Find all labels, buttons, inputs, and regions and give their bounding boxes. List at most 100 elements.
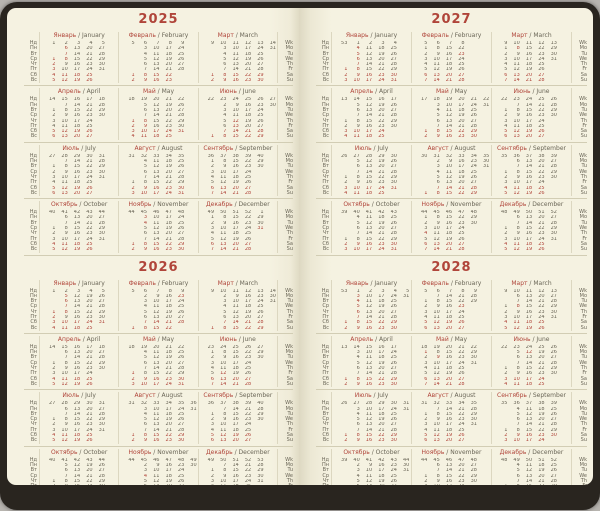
date-cell: 20	[458, 180, 465, 186]
month-name-ru: Февраль	[421, 279, 449, 287]
date-cell: 29	[177, 241, 185, 247]
date-cell: 21	[244, 320, 252, 326]
date-cell: 29	[470, 215, 477, 221]
date-cell: 16	[365, 241, 373, 247]
week-number-cell: 34	[470, 153, 477, 159]
date-cell: 27	[172, 484, 184, 485]
month-grid: 39 40 41 42 43 4 11 18 25 5 12 19 26 6 13 20 27 7 14 21 28 1 8…	[332, 210, 411, 252]
date-cell: 18	[165, 473, 172, 479]
week-number-cell: 32	[433, 401, 440, 407]
date-cell: 14	[73, 102, 81, 108]
week-number-cell: 7	[448, 288, 453, 294]
day-ru-label: Пт	[322, 122, 329, 129]
month-may: Май / May 18 19 20 21 22 5 12 19 26 6 13 20 27 7 14 21 28…	[118, 88, 197, 140]
week-number-cell: 30	[86, 401, 93, 407]
date-cell: 20	[538, 293, 545, 299]
date-cell: 18	[378, 473, 385, 479]
date-cell: 21	[86, 102, 93, 108]
date-cell: 20	[73, 190, 81, 196]
date-cell: 7	[356, 371, 360, 377]
month-header-separator: /	[236, 335, 243, 343]
date-cell: 18	[525, 123, 533, 129]
day-en-label: Mo	[579, 461, 587, 468]
month-header-separator: /	[233, 392, 240, 400]
month-name-ru: Сентябрь	[497, 392, 527, 400]
date-cell: 17	[525, 376, 533, 382]
date-cell: 29	[257, 159, 264, 165]
month-name-en: July	[85, 392, 96, 400]
date-cell: 14	[232, 406, 239, 412]
date-cell: 20	[372, 484, 384, 485]
month-header-separator: /	[155, 144, 162, 152]
date-cell: 6	[356, 56, 360, 62]
date-cell: 26	[390, 304, 397, 310]
date-cell: 15	[525, 107, 533, 113]
dates-row: 7 14 21 28	[202, 382, 277, 387]
dates-row: 2 9 16 23	[415, 52, 491, 57]
day-en-label: Th	[580, 117, 587, 124]
date-cell: 23	[458, 478, 465, 484]
date-cell: 4	[143, 473, 148, 479]
date-cell: 11	[61, 325, 68, 331]
date-cell: 31	[482, 164, 490, 170]
date-cell: 9	[516, 113, 520, 119]
date-cell: 23	[165, 78, 172, 84]
week-number-cell: 39	[550, 153, 557, 159]
month-april: Апрель / April 14 15 16 17 18 6 13 20 27 7 14 21 28 1 8…	[40, 336, 118, 387]
date-cell: 24	[177, 215, 185, 221]
date-cell: 9	[156, 462, 160, 468]
week-number-cell: 40	[49, 457, 56, 463]
date-cell: 27	[385, 484, 397, 485]
day-en-label: Sa	[580, 240, 587, 247]
date-cell: 28	[98, 51, 105, 57]
day-ru-label: Ср	[322, 472, 329, 479]
empty-cell	[545, 247, 557, 252]
date-cell: 3	[52, 67, 56, 73]
day-en-label: Mo	[579, 349, 587, 356]
date-cell: 20	[378, 107, 385, 113]
date-cell: 6	[347, 484, 360, 485]
month-header-separator: /	[77, 201, 84, 209]
day-en-label: Th	[286, 477, 293, 484]
date-cell: 11	[153, 304, 160, 310]
week-number-cell: 51	[232, 210, 239, 216]
month-name-en: October	[375, 448, 400, 456]
date-cell: 8	[516, 366, 520, 372]
month-header: Январь / January	[332, 280, 411, 288]
dates-row: 5 12 19 26	[335, 361, 411, 366]
month-header-separator: /	[79, 392, 86, 400]
date-cell: 13	[433, 438, 440, 444]
date-cell: 18	[378, 355, 385, 361]
date-cell: 21	[165, 174, 172, 180]
date-cell: 16	[365, 325, 373, 331]
date-cell: 15	[525, 304, 533, 310]
day-en-label: Tu	[581, 106, 587, 113]
date-cell: 7	[356, 113, 360, 119]
date-cell: 6	[504, 134, 508, 140]
date-cell: 10	[433, 422, 440, 428]
date-cell: 4	[143, 350, 148, 356]
month-header-separator: /	[80, 88, 87, 96]
month-header-separator: /	[155, 32, 162, 39]
month-may: Май / May 18 19 20 21 22 1 8 15 22 29 2 9 16 23 30 3 10 17…	[411, 335, 491, 388]
date-cell: 18	[232, 174, 239, 180]
date-cell: 15	[525, 169, 533, 175]
date-cell: 31	[402, 468, 410, 474]
date-cell: 19	[165, 355, 172, 361]
day-en-label: Wk	[579, 152, 587, 159]
date-cell: 21	[525, 78, 533, 84]
month-november: Ноябрь / November 44 45 46 47 48 49 2 9 16 23 30 3 10…	[118, 448, 197, 485]
date-cell: 27	[390, 226, 397, 232]
